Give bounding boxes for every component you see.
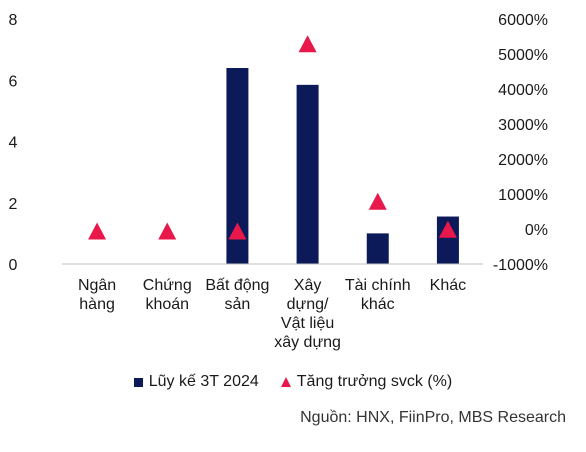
marker-series: [88, 35, 457, 240]
right-tick-label: 4000%: [498, 82, 548, 99]
right-tick-label: 0%: [525, 222, 548, 239]
left-tick-label: 8: [9, 12, 18, 29]
legend-item-bar: Lũy kế 3T 2024: [133, 373, 259, 391]
bar: [296, 84, 319, 264]
right-tick-label: 1000%: [498, 187, 548, 204]
category-label: Khác: [430, 277, 466, 294]
right-tick-label: 5000%: [498, 47, 548, 64]
left-tick-label: 2: [9, 196, 18, 213]
growth-marker: [298, 35, 317, 53]
right-y-axis: -1000% 0% 1000% 2000% 3000% 4000% 5000% 6000%: [493, 12, 548, 274]
right-tick-label: 3000%: [498, 117, 548, 134]
left-tick-label: 0: [9, 257, 18, 274]
source-note: Nguồn: HNX, FiinPro, MBS Research: [300, 409, 566, 426]
bar: [226, 68, 249, 264]
right-tick-label: -1000%: [493, 257, 548, 274]
chart: 0 2 4 6 8 -1000% 0% 1000% 2000% 3000% 4000% 5000% 6…: [9, 12, 548, 351]
legend: Lũy kế 3T 2024 Tăng trưởng svck (%): [0, 370, 586, 394]
category-label: Ngân hàng: [78, 277, 116, 313]
category-label: Bất động sản: [205, 277, 269, 313]
left-y-axis: 0 2 4 6 8: [9, 12, 18, 274]
legend-item-marker: Tăng trưởng svck (%): [280, 373, 453, 391]
growth-marker: [438, 220, 457, 238]
left-tick-label: 4: [9, 135, 18, 152]
legend-bar-swatch: [133, 377, 143, 387]
bar: [436, 216, 459, 264]
right-tick-label: 2000%: [498, 152, 548, 169]
legend-bar-label: Lũy kế 3T 2024: [148, 373, 259, 390]
growth-marker: [228, 222, 247, 240]
bar: [366, 233, 389, 264]
growth-marker: [158, 222, 177, 240]
legend-triangle-swatch: [280, 377, 291, 387]
category-label: Chứng khoán: [143, 277, 192, 313]
bar-series: [226, 68, 459, 264]
category-label: Tài chính khác: [345, 277, 411, 313]
left-tick-label: 6: [9, 73, 18, 90]
growth-marker: [368, 192, 387, 210]
legend-marker-label: Tăng trưởng svck (%): [296, 373, 453, 390]
right-tick-label: 6000%: [498, 12, 548, 29]
growth-marker: [88, 222, 107, 240]
category-label: Xây dựng/Vật liệu xây dựng: [274, 277, 341, 351]
